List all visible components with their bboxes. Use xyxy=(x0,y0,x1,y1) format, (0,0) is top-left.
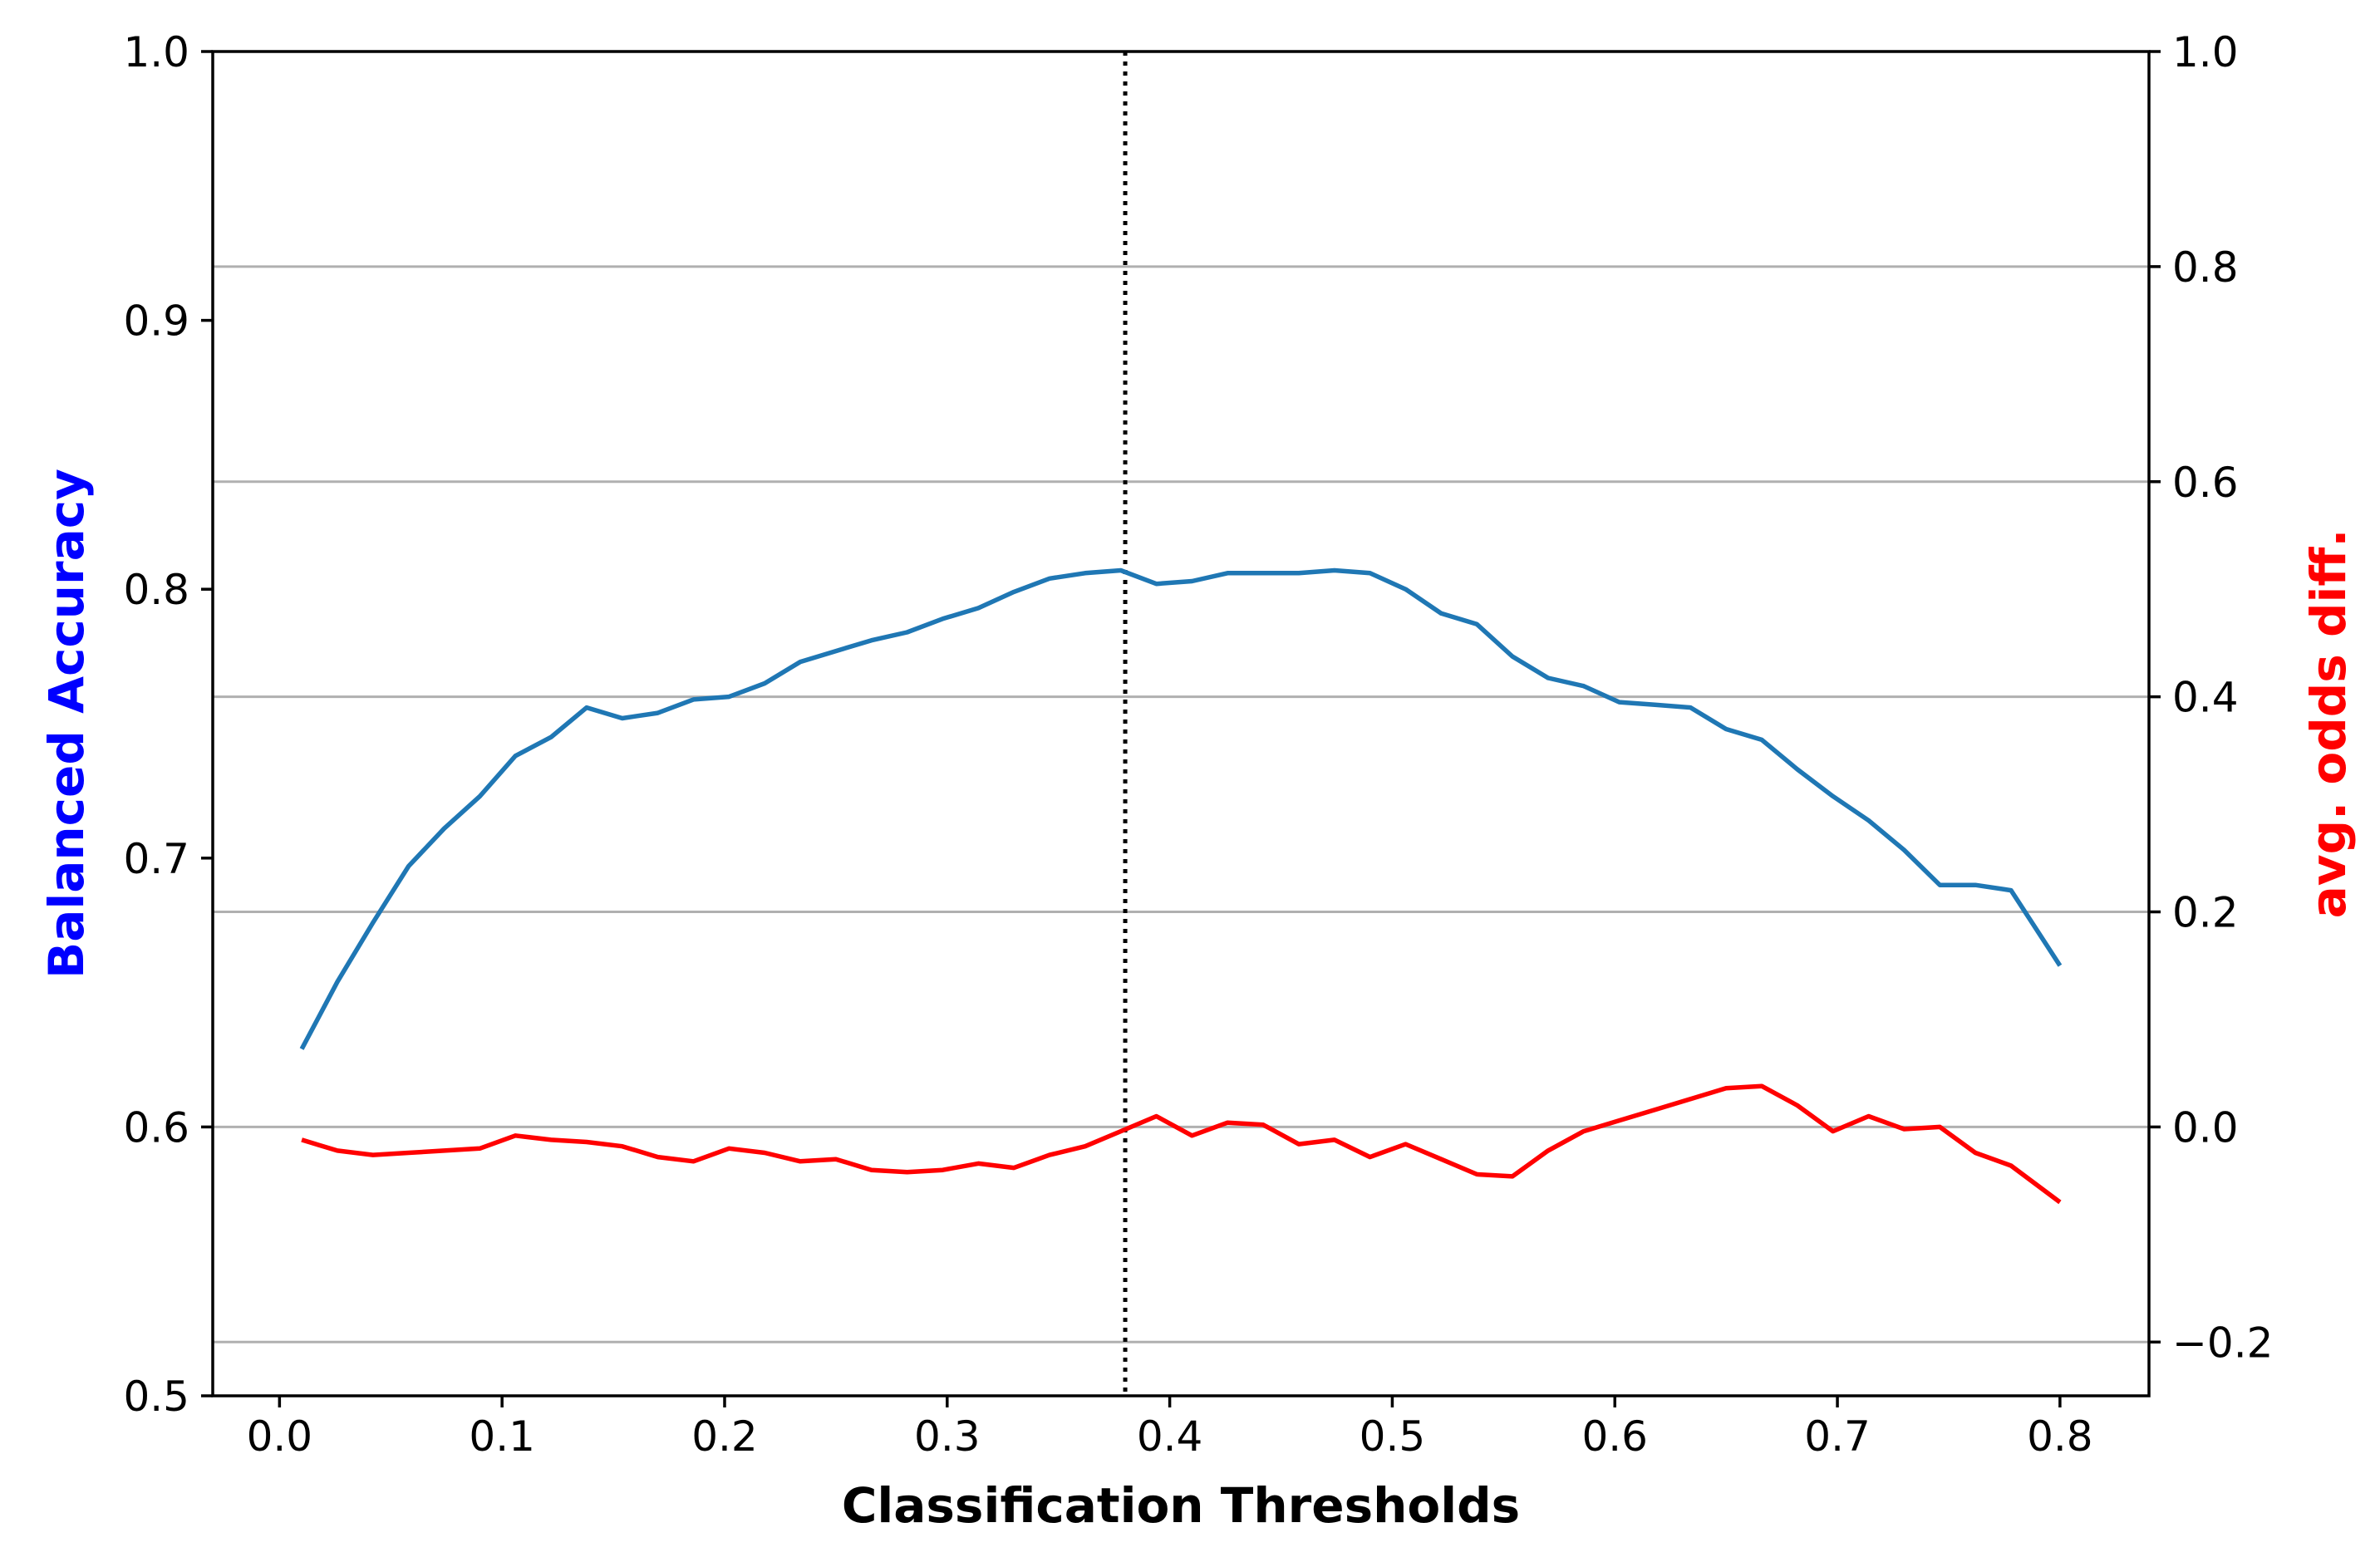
left-y-tick-label-5: 1.0 xyxy=(123,28,189,76)
left-y-tick-label-1: 0.6 xyxy=(123,1103,189,1152)
x-tick-label-6: 0.6 xyxy=(1581,1412,1648,1461)
right-y-tick-label-6: 1.0 xyxy=(2172,28,2239,76)
right-y-tick-label-5: 0.8 xyxy=(2172,243,2239,292)
right-y-tick-label-0: −0.2 xyxy=(2172,1319,2273,1367)
series-lines xyxy=(299,567,2063,1205)
right-y-tick-label-2: 0.2 xyxy=(2172,889,2239,937)
x-tick-label-4: 0.4 xyxy=(1137,1412,1203,1461)
x-tick-label-2: 0.2 xyxy=(691,1412,758,1461)
right-axis-gridlines xyxy=(213,265,2149,1343)
x-tick-label-8: 0.8 xyxy=(2027,1412,2093,1461)
x-tick-label-3: 0.3 xyxy=(914,1412,981,1461)
avg-odds-diff-line xyxy=(301,1083,2062,1205)
x-tick-label-1: 0.1 xyxy=(469,1412,535,1461)
right-y-tick-label-1: 0.0 xyxy=(2172,1103,2239,1152)
left-y-tick-label-2: 0.7 xyxy=(123,835,189,883)
right-y-tick-label-4: 0.6 xyxy=(2172,459,2239,507)
right-y-axis-title: avg. odds diff. xyxy=(2300,529,2357,919)
x-tick-label-5: 0.5 xyxy=(1360,1412,1426,1461)
left-y-axis-ticks: 0.5 0.6 0.7 0.8 0.9 1.0 xyxy=(123,28,213,1421)
x-tick-label-7: 0.7 xyxy=(1804,1412,1871,1461)
left-y-tick-label-3: 0.8 xyxy=(123,566,189,614)
balanced-accuracy-line xyxy=(299,567,2063,1050)
left-y-axis-title: Balanced Accuracy xyxy=(38,469,95,979)
right-y-tick-label-3: 0.4 xyxy=(2172,674,2239,722)
x-axis-ticks: 0.0 0.1 0.2 0.3 0.4 0.5 0.6 0.7 0.8 xyxy=(247,1396,2093,1461)
x-tick-label-0: 0.0 xyxy=(247,1412,313,1461)
right-y-axis-ticks: −0.2 0.0 0.2 0.4 0.6 0.8 1.0 xyxy=(2149,28,2273,1367)
x-axis-title: Classification Thresholds xyxy=(842,1477,1520,1534)
plot-frame xyxy=(211,50,2151,1397)
left-y-tick-label-4: 0.9 xyxy=(123,297,189,346)
left-y-tick-label-0: 0.5 xyxy=(123,1373,189,1421)
